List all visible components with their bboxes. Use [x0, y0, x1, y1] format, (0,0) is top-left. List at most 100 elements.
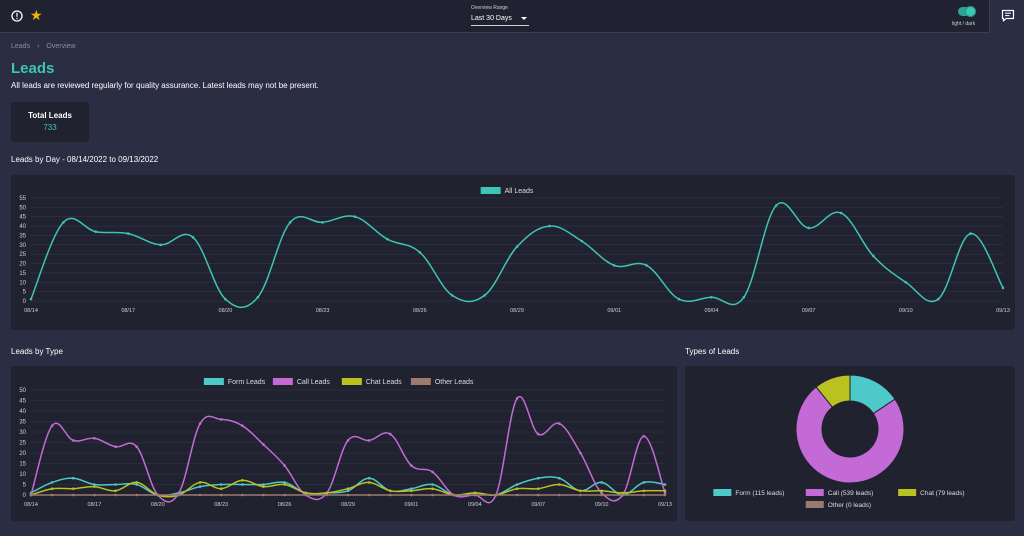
legend-label: Form Leads [228, 379, 266, 386]
data-point [219, 418, 223, 421]
data-point [410, 493, 413, 497]
breadcrumb-item-leads[interactable]: Leads [11, 43, 31, 50]
legend-swatch [272, 378, 293, 385]
types-of-leads-panel: Form (115 leads) Call (539 leads) Chat (79… [685, 366, 1015, 521]
data-point [969, 232, 972, 235]
data-point [135, 493, 138, 497]
legend-label: Other Leads [435, 379, 474, 386]
data-point [473, 493, 477, 497]
y-tick-label: 35 [19, 420, 26, 426]
legend-label: Other (0 leads) [828, 502, 871, 509]
x-tick-label: 09/13 [996, 308, 1010, 314]
data-point [483, 294, 486, 297]
x-tick-label: 09/13 [658, 502, 672, 508]
data-point [126, 232, 130, 235]
data-point [774, 204, 778, 207]
data-point [663, 491, 667, 495]
data-point [346, 493, 350, 497]
chevron-down-icon [521, 17, 527, 20]
y-tick-label: 15 [19, 271, 26, 277]
data-point [536, 493, 540, 497]
data-point [114, 493, 117, 497]
data-point [388, 489, 392, 493]
data-point [262, 485, 265, 488]
data-point [558, 483, 561, 486]
data-point [241, 493, 244, 497]
x-tick-label: 08/29 [341, 502, 355, 508]
data-point [50, 493, 54, 497]
data-point [93, 493, 96, 497]
data-point [600, 493, 603, 497]
legend-label: All Leads [505, 188, 534, 195]
data-point [50, 424, 54, 427]
y-tick-label: 50 [19, 205, 26, 211]
data-point [839, 211, 843, 215]
x-tick-label: 09/04 [468, 502, 482, 508]
legend-swatch [341, 378, 362, 385]
data-point [219, 483, 223, 486]
leads-by-type-chart: 0 5 10 15 20 25 30 35 40 45 50 08/14 08/17 08/20 08/23… [19, 378, 672, 508]
data-point [156, 493, 160, 497]
data-point [579, 489, 582, 493]
theme-toggle[interactable] [958, 6, 976, 17]
data-point [304, 491, 308, 495]
data-point [645, 264, 648, 267]
x-tick-label: 08/26 [413, 308, 427, 314]
data-point [283, 481, 286, 484]
data-point [135, 483, 138, 486]
data-point [114, 489, 117, 493]
data-point [872, 254, 875, 258]
data-point [1001, 286, 1005, 290]
y-tick-label: 10 [19, 280, 26, 286]
data-point [431, 483, 434, 486]
data-point [288, 221, 292, 224]
data-point [515, 483, 519, 486]
breadcrumb-separator: › [37, 43, 40, 50]
overview-range-label: Overview Range [471, 5, 508, 11]
chat-icon [1001, 9, 1015, 22]
data-point [536, 476, 540, 480]
legend-label: Call (539 leads) [828, 490, 874, 497]
legend-label: Chat Leads [366, 379, 402, 386]
legend-swatch [805, 501, 824, 508]
data-point [177, 493, 181, 497]
data-point [353, 215, 357, 219]
data-point [536, 432, 540, 436]
star-icon[interactable]: ★ [30, 7, 43, 23]
overview-range-select[interactable]: Overview Range Last 30 Days [471, 5, 529, 26]
y-tick-label: 40 [19, 224, 26, 230]
data-point [600, 491, 603, 495]
overview-range-value[interactable]: Last 30 Days [471, 14, 529, 26]
data-point [29, 297, 33, 301]
data-point [388, 432, 392, 436]
data-point [367, 493, 371, 497]
x-tick-label: 08/17 [121, 308, 135, 314]
legend-label: Form (115 leads) [735, 490, 784, 497]
data-point [262, 483, 265, 486]
x-tick-label: 08/26 [278, 502, 292, 508]
legend-label: Call Leads [297, 379, 331, 386]
x-tick-label: 08/14 [24, 308, 38, 314]
data-point [548, 224, 551, 228]
theme-toggle-label: light / dark [952, 21, 976, 27]
x-tick-label: 09/07 [531, 502, 545, 508]
breadcrumb-item-overview: Overview [46, 43, 76, 50]
data-point [262, 443, 265, 446]
data-point [558, 493, 561, 497]
data-point [600, 481, 603, 484]
info-icon[interactable] [11, 10, 23, 22]
legend-swatch [203, 378, 224, 385]
chat-button[interactable] [989, 0, 1024, 33]
data-point [224, 297, 227, 301]
y-tick-label: 45 [19, 399, 26, 405]
pie-slice [815, 374, 851, 408]
data-point [663, 489, 667, 493]
data-point [346, 439, 350, 442]
data-point [904, 280, 908, 284]
data-point [71, 487, 75, 490]
data-point [198, 493, 202, 497]
y-tick-label: 15 [19, 462, 26, 468]
total-leads-card: Total Leads 733 [11, 102, 89, 142]
data-point [452, 493, 455, 497]
y-tick-label: 20 [19, 262, 26, 268]
